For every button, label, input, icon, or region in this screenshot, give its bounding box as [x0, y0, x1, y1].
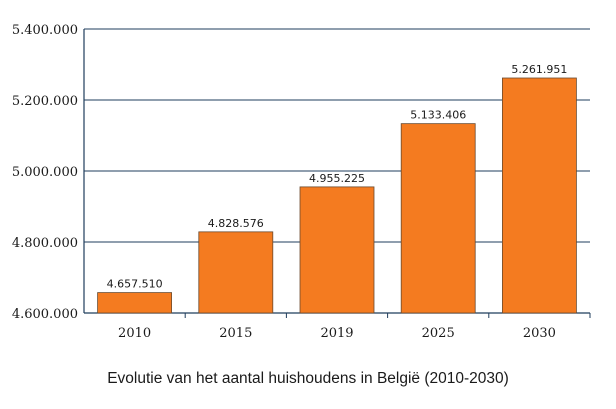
x-tick-label: 2019 [320, 326, 353, 341]
x-tick-label: 2015 [219, 326, 252, 341]
data-label: 4.657.510 [107, 278, 163, 291]
bar [501, 77, 577, 314]
y-tick-label: 5.200.000 [12, 94, 78, 109]
y-tick-label: 5.000.000 [12, 165, 78, 180]
y-tick-label: 4.800.000 [12, 236, 78, 251]
x-tick-label: 2010 [118, 326, 151, 341]
data-label: 5.261.951 [511, 63, 567, 76]
bar [400, 123, 476, 314]
x-tick-label: 2030 [523, 326, 556, 341]
data-label: 4.955.225 [309, 172, 365, 185]
data-label: 5.133.406 [410, 109, 466, 122]
y-tick-label: 5.400.000 [12, 23, 78, 38]
bar [299, 186, 375, 314]
labels: 4.600.000 4.800.000 5.000.000 5.200.000 5.40… [12, 23, 568, 341]
data-label: 4.828.576 [208, 217, 264, 230]
x-tick-label: 2025 [422, 326, 455, 341]
bars [97, 77, 577, 314]
y-tick-label: 4.600.000 [12, 307, 78, 322]
bar [97, 292, 172, 314]
chart-title: Evolutie van het aantal huishoudens in B… [107, 370, 509, 387]
bar [198, 231, 274, 314]
